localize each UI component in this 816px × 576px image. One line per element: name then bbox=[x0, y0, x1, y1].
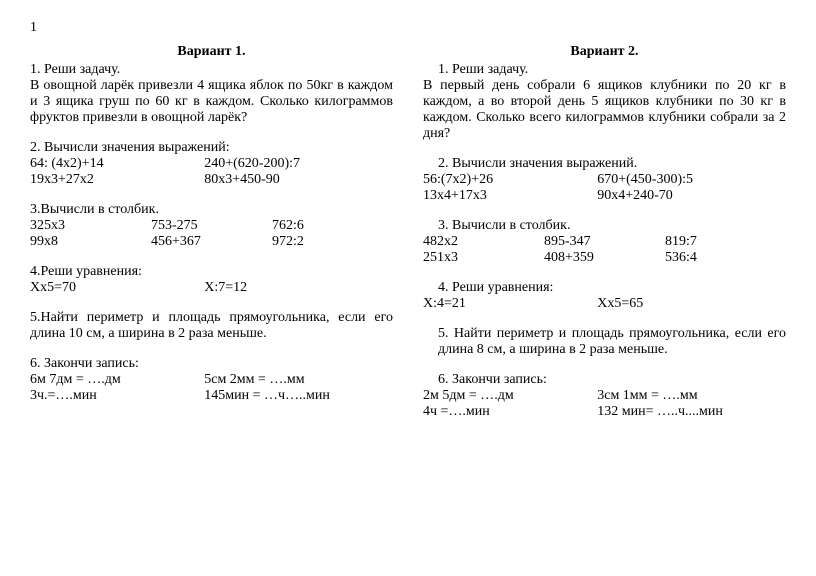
v1-task6-head: 6. Закончи запись: bbox=[30, 356, 393, 372]
v1-task4-head: 4.Реши уравнения: bbox=[30, 264, 393, 280]
v2-t3-r1a: 482х2 bbox=[423, 234, 544, 250]
v1-task4-row: Хх5=70 Х:7=12 bbox=[30, 280, 393, 296]
v1-task2: 2. Вычисли значения выражений: 64: (4х2)… bbox=[30, 140, 393, 188]
v2-task3-row2: 251х3 408+359 536:4 bbox=[423, 250, 786, 266]
v2-task4-head: 4. Реши уравнения: bbox=[423, 280, 786, 296]
v2-t4-a: Х:4=21 bbox=[423, 296, 597, 312]
v1-task1-head: 1. Реши задачу. bbox=[30, 62, 393, 78]
v2-task2-row2: 13х4+17х3 90х4+240-70 bbox=[423, 188, 786, 204]
v2-task4-row: Х:4=21 Хх5=65 bbox=[423, 296, 786, 312]
v2-task2-head: 2. Вычисли значения выражений. bbox=[423, 156, 786, 172]
v1-t4-a: Хх5=70 bbox=[30, 280, 204, 296]
v2-t2-r2b: 90х4+240-70 bbox=[597, 188, 673, 204]
v2-t3-r2a: 251х3 bbox=[423, 250, 544, 266]
v1-task5: 5.Найти периметр и площадь прямоугольник… bbox=[30, 310, 393, 342]
v2-t3-r2c: 536:4 bbox=[665, 250, 786, 266]
v1-t3-r2c: 972:2 bbox=[272, 234, 393, 250]
v1-t6-r1a: 6м 7дм = ….дм bbox=[30, 372, 204, 388]
v1-task2-row1: 64: (4х2)+14 240+(620-200):7 bbox=[30, 156, 393, 172]
v2-task6-row1: 2м 5дм = ….дм 3см 1мм = ….мм bbox=[423, 388, 786, 404]
v2-t3-r1b: 895-347 bbox=[544, 234, 665, 250]
v1-t2-r2b: 80х3+450-90 bbox=[204, 172, 280, 188]
v1-t2-r1b: 240+(620-200):7 bbox=[204, 156, 300, 172]
v2-task2-row1: 56:(7х2)+26 670+(450-300):5 bbox=[423, 172, 786, 188]
variant-2: Вариант 2. 1. Реши задачу. В первый день… bbox=[423, 44, 786, 434]
v1-task6: 6. Закончи запись: 6м 7дм = ….дм 5см 2мм… bbox=[30, 356, 393, 404]
v1-task1: 1. Реши задачу. В овощной ларёк привезли… bbox=[30, 62, 393, 126]
v1-t3-r1c: 762:6 bbox=[272, 218, 393, 234]
v1-t3-r1a: 325х3 bbox=[30, 218, 151, 234]
v1-t6-r2a: 3ч.=….мин bbox=[30, 388, 204, 404]
v2-task6-head: 6. Закончи запись: bbox=[423, 372, 786, 388]
v2-t3-r1c: 819:7 bbox=[665, 234, 786, 250]
v2-task5-text: 5. Найти периметр и площадь прямоугольни… bbox=[423, 326, 786, 358]
v1-t4-b: Х:7=12 bbox=[204, 280, 247, 296]
v2-t2-r2a: 13х4+17х3 bbox=[423, 188, 597, 204]
v1-task2-head: 2. Вычисли значения выражений: bbox=[30, 140, 393, 156]
variant-1-title: Вариант 1. bbox=[30, 44, 393, 60]
v2-task6-row2: 4ч =….мин 132 мин= …..ч....мин bbox=[423, 404, 786, 420]
v1-t3-r1b: 753-275 bbox=[151, 218, 272, 234]
v2-task1-body: В первый день собрали 6 ящиков клубники … bbox=[423, 78, 786, 142]
v2-t6-r2b: 132 мин= …..ч....мин bbox=[597, 404, 723, 420]
variant-2-title: Вариант 2. bbox=[423, 44, 786, 60]
v1-task1-body: В овощной ларёк привезли 4 ящика яблок п… bbox=[30, 78, 393, 126]
v2-task4: 4. Реши уравнения: Х:4=21 Хх5=65 bbox=[423, 280, 786, 312]
v1-t3-r2a: 99х8 bbox=[30, 234, 151, 250]
v2-task1-head: 1. Реши задачу. bbox=[423, 62, 786, 78]
page-number: 1 bbox=[30, 20, 786, 36]
v2-t4-b: Хх5=65 bbox=[597, 296, 643, 312]
v1-task3-row2: 99х8 456+367 972:2 bbox=[30, 234, 393, 250]
v2-task2: 2. Вычисли значения выражений. 56:(7х2)+… bbox=[423, 156, 786, 204]
v1-task3-head: 3.Вычисли в столбик. bbox=[30, 202, 393, 218]
v2-task1: 1. Реши задачу. В первый день собрали 6 … bbox=[423, 62, 786, 142]
v2-t2-r1b: 670+(450-300):5 bbox=[597, 172, 693, 188]
v2-t6-r1b: 3см 1мм = ….мм bbox=[597, 388, 697, 404]
v1-task4: 4.Реши уравнения: Хх5=70 Х:7=12 bbox=[30, 264, 393, 296]
v2-task3-row1: 482х2 895-347 819:7 bbox=[423, 234, 786, 250]
v2-task5: 5. Найти периметр и площадь прямоугольни… bbox=[423, 326, 786, 358]
v1-task3: 3.Вычисли в столбик. 325х3 753-275 762:6… bbox=[30, 202, 393, 250]
variant-1: Вариант 1. 1. Реши задачу. В овощной лар… bbox=[30, 44, 393, 434]
v2-t3-r2b: 408+359 bbox=[544, 250, 665, 266]
v1-t6-r2b: 145мин = …ч…..мин bbox=[204, 388, 330, 404]
v2-task6: 6. Закончи запись: 2м 5дм = ….дм 3см 1мм… bbox=[423, 372, 786, 420]
v1-t6-r1b: 5см 2мм = ….мм bbox=[204, 372, 304, 388]
v1-task6-row1: 6м 7дм = ….дм 5см 2мм = ….мм bbox=[30, 372, 393, 388]
v2-t2-r1a: 56:(7х2)+26 bbox=[423, 172, 597, 188]
v1-t2-r2a: 19х3+27х2 bbox=[30, 172, 204, 188]
v2-task3: 3. Вычисли в столбик. 482х2 895-347 819:… bbox=[423, 218, 786, 266]
v1-task3-row1: 325х3 753-275 762:6 bbox=[30, 218, 393, 234]
v2-t6-r1a: 2м 5дм = ….дм bbox=[423, 388, 597, 404]
v1-task6-row2: 3ч.=….мин 145мин = …ч…..мин bbox=[30, 388, 393, 404]
v2-task3-head: 3. Вычисли в столбик. bbox=[423, 218, 786, 234]
columns-container: Вариант 1. 1. Реши задачу. В овощной лар… bbox=[30, 44, 786, 434]
v2-t6-r2a: 4ч =….мин bbox=[423, 404, 597, 420]
v1-t2-r1a: 64: (4х2)+14 bbox=[30, 156, 204, 172]
v1-task2-row2: 19х3+27х2 80х3+450-90 bbox=[30, 172, 393, 188]
v1-t3-r2b: 456+367 bbox=[151, 234, 272, 250]
